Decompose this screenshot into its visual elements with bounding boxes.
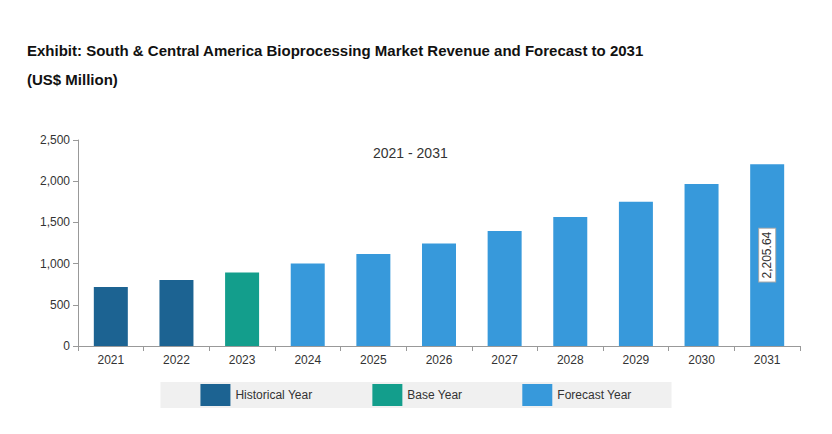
svg-text:2023: 2023 — [229, 353, 256, 367]
svg-text:2031: 2031 — [754, 353, 781, 367]
svg-text:2029: 2029 — [623, 353, 650, 367]
svg-text:1,000: 1,000 — [40, 257, 70, 271]
svg-text:2021 - 2031: 2021 - 2031 — [373, 145, 448, 161]
svg-text:2,500: 2,500 — [40, 133, 70, 147]
svg-text:0: 0 — [63, 339, 70, 353]
svg-text:2,205.64: 2,205.64 — [760, 231, 774, 278]
svg-text:2024: 2024 — [294, 353, 321, 367]
svg-text:2028: 2028 — [557, 353, 584, 367]
svg-text:Base Year: Base Year — [407, 388, 462, 402]
svg-text:2027: 2027 — [491, 353, 518, 367]
svg-text:2026: 2026 — [426, 353, 453, 367]
svg-text:Exhibit: South & Central Ameri: Exhibit: South & Central America Bioproc… — [27, 42, 643, 59]
svg-text:2,000: 2,000 — [40, 174, 70, 188]
svg-text:500: 500 — [50, 298, 70, 312]
svg-text:Historical Year: Historical Year — [235, 388, 312, 402]
svg-text:2022: 2022 — [163, 353, 190, 367]
svg-text:2025: 2025 — [360, 353, 387, 367]
svg-text:1,500: 1,500 — [40, 215, 70, 229]
svg-text:2021: 2021 — [97, 353, 124, 367]
svg-text:2030: 2030 — [688, 353, 715, 367]
svg-text:Forecast Year: Forecast Year — [557, 388, 631, 402]
svg-text:(US$ Million): (US$ Million) — [27, 71, 118, 88]
